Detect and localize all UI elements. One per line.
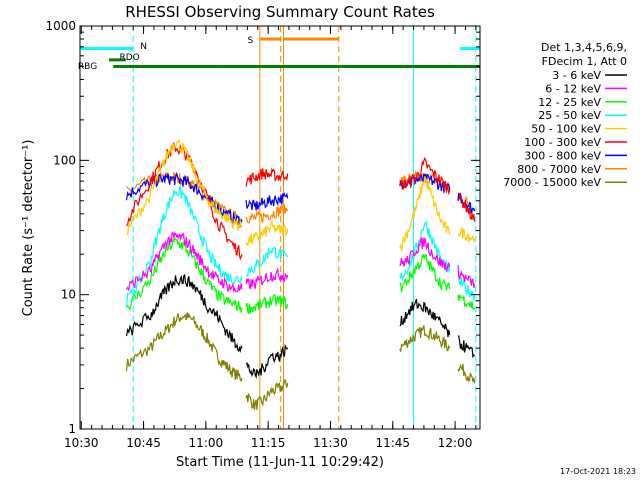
- x-tick-label: 10:45: [126, 436, 161, 450]
- series-line: [245, 219, 289, 248]
- series-line: [126, 139, 243, 236]
- series-line: [457, 273, 476, 300]
- chart-title: RHESSI Observing Summary Count Rates: [125, 3, 435, 21]
- legend-entry-label: 6 - 12 keV: [545, 82, 601, 95]
- x-tick-label: 10:30: [64, 436, 99, 450]
- footer-timestamp: 17-Oct-2021 18:23: [560, 467, 636, 476]
- series-line: [458, 227, 476, 243]
- legend-entry-label: 3 - 6 keV: [552, 69, 601, 82]
- series-line: [457, 363, 476, 384]
- x-axis-ticks: 10:30 10:45 11:00 11:15 11:30 11:45 12:00: [64, 26, 477, 450]
- series-line: [245, 343, 289, 379]
- series-line: [399, 325, 451, 352]
- legend-entry-label: 50 - 100 keV: [531, 123, 601, 136]
- x-tick-label: 11:30: [313, 436, 348, 450]
- y-tick-label: 100: [53, 153, 76, 167]
- x-tick-label: 11:45: [375, 436, 410, 450]
- series-line: [125, 186, 243, 307]
- series-line: [245, 294, 289, 315]
- series-line: [245, 192, 289, 211]
- y-tick-label: 1000: [45, 19, 76, 33]
- series-line: [457, 294, 476, 310]
- series-line: [457, 192, 476, 222]
- x-tick-label: 11:00: [189, 436, 224, 450]
- x-tick-label: 11:15: [251, 436, 286, 450]
- legend: Det 1,3,4,5,6,9, FDecim 1, Att 0 3 - 6 k…: [503, 41, 627, 189]
- series-line: [399, 298, 451, 338]
- flag-label: RDO: [119, 53, 139, 63]
- series-lines: [125, 139, 476, 410]
- plot-frame: [79, 25, 481, 430]
- series-line: [457, 265, 476, 289]
- series-line: [125, 312, 243, 383]
- x-tick-label: 12:00: [438, 436, 473, 450]
- series-line: [399, 253, 451, 293]
- plot-markers: [79, 26, 477, 429]
- series-line: [125, 273, 243, 353]
- series-line: [457, 335, 475, 359]
- y-axis-label: Count Rate (s⁻¹ detector⁻¹): [21, 140, 36, 317]
- x-axis-label: Start Time (11-Jun-11 10:29:42): [176, 455, 384, 470]
- series-line: [399, 156, 451, 196]
- series-line: [245, 379, 289, 410]
- legend-header-line-2: FDecim 1, Att 0: [542, 55, 627, 68]
- legend-header-line-1: Det 1,3,4,5,6,9,: [541, 41, 627, 54]
- series-line: [245, 266, 289, 290]
- series-line: [125, 231, 243, 293]
- legend-entry-label: 25 - 50 keV: [538, 109, 601, 122]
- legend-entry-label: 300 - 800 keV: [524, 149, 601, 162]
- series-line: [245, 167, 289, 187]
- flag-label: S: [247, 36, 253, 46]
- series-line: [245, 203, 289, 224]
- legend-entry-label: 100 - 300 keV: [524, 136, 601, 149]
- flag-label: RBG: [78, 62, 97, 72]
- series-line: [245, 246, 289, 278]
- series-line: [126, 236, 243, 313]
- legend-entry-label: 7000 - 15000 keV: [503, 176, 601, 189]
- y-tick-label: 1: [68, 422, 76, 436]
- y-axis-ticks: 1 10 100 1000: [45, 19, 480, 436]
- series-line: [399, 176, 451, 252]
- legend-entry-label: 12 - 25 keV: [538, 96, 601, 109]
- flag-label: N: [140, 42, 147, 52]
- y-tick-label: 10: [61, 288, 76, 302]
- legend-entry-label: 800 - 7000 keV: [517, 163, 601, 176]
- series-line: [399, 236, 451, 272]
